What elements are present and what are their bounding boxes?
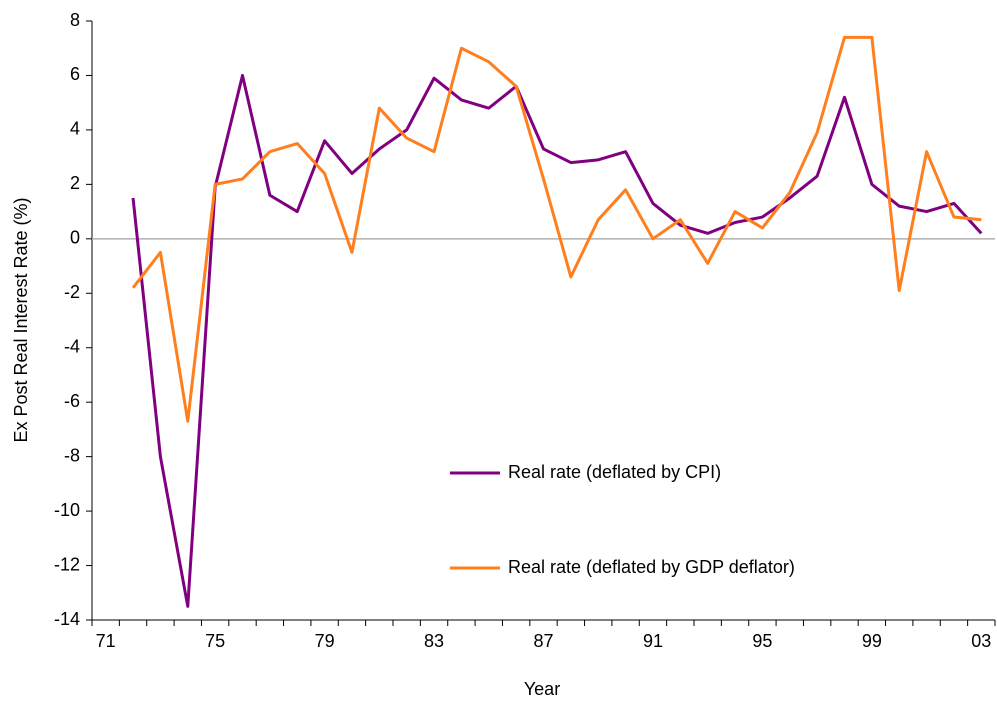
y-tick-label: -6: [64, 391, 80, 411]
x-tick-label: 75: [205, 631, 225, 651]
x-tick-label: 87: [533, 631, 553, 651]
y-tick-label: -8: [64, 445, 80, 465]
y-tick-label: 2: [70, 173, 80, 193]
y-tick-label: -4: [64, 336, 80, 356]
x-tick-label: 79: [315, 631, 335, 651]
series-line: [131, 35, 982, 423]
x-tick-label: 03: [971, 631, 991, 651]
x-tick-label: 95: [752, 631, 772, 651]
y-tick-label: -10: [54, 500, 80, 520]
series-line: [131, 73, 983, 608]
x-tick-label: 71: [96, 631, 116, 651]
y-tick-label: -12: [54, 554, 80, 574]
y-tick-label: -14: [54, 609, 80, 629]
y-tick-label: 6: [70, 64, 80, 84]
x-tick-label: 99: [862, 631, 882, 651]
y-tick-label: 8: [70, 10, 80, 30]
y-axis-title: Ex Post Real Interest Rate (%): [11, 197, 31, 442]
y-tick-label: -2: [64, 282, 80, 302]
legend-label: Real rate (deflated by GDP deflator): [508, 557, 795, 577]
x-tick-label: 91: [643, 631, 663, 651]
y-tick-label: 4: [70, 119, 80, 139]
x-axis-title: Year: [524, 679, 560, 699]
x-tick-label: 83: [424, 631, 444, 651]
legend-label: Real rate (deflated by CPI): [508, 462, 721, 482]
y-tick-label: 0: [70, 228, 80, 248]
